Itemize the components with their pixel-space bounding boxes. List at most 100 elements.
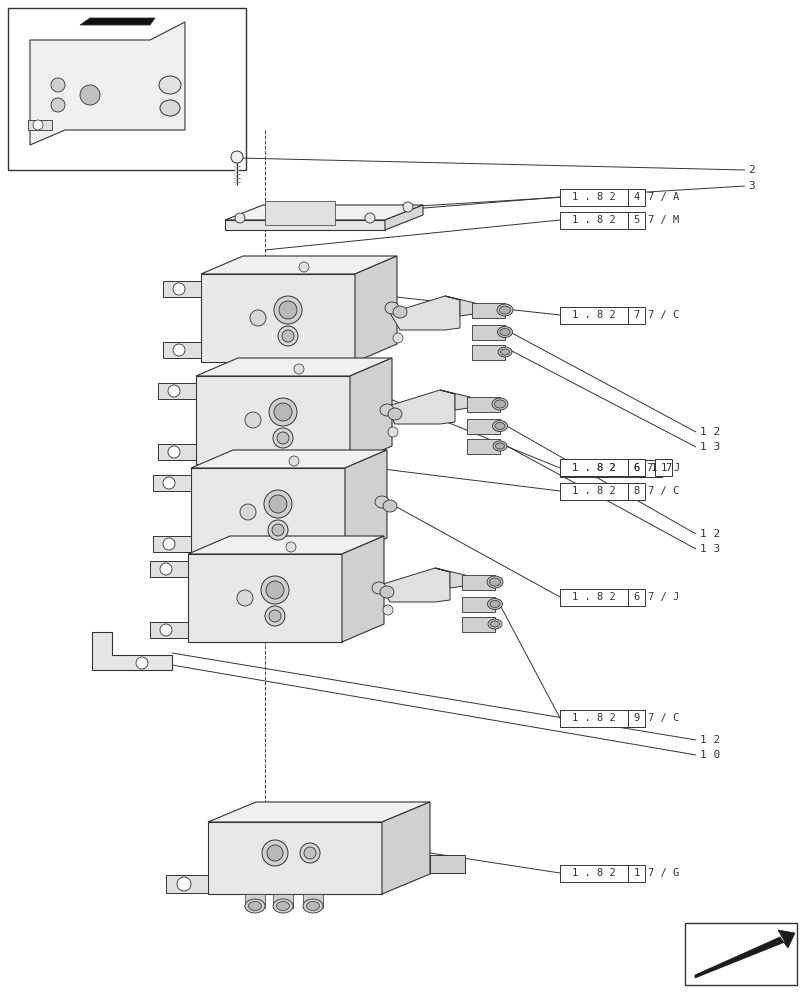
Polygon shape: [384, 205, 423, 230]
Text: 1: 1: [659, 463, 666, 473]
Polygon shape: [341, 536, 384, 642]
Text: 1 0: 1 0: [699, 750, 719, 760]
Polygon shape: [389, 296, 460, 330]
Circle shape: [33, 120, 43, 130]
Ellipse shape: [245, 899, 264, 913]
Bar: [303, 894, 323, 908]
Ellipse shape: [500, 349, 508, 355]
Circle shape: [168, 446, 180, 458]
Polygon shape: [150, 561, 188, 577]
Ellipse shape: [487, 576, 502, 588]
Polygon shape: [191, 468, 345, 556]
Text: 1 2: 1 2: [699, 735, 719, 745]
Circle shape: [51, 98, 65, 112]
Text: 1: 1: [633, 868, 639, 878]
Polygon shape: [384, 390, 454, 424]
Polygon shape: [461, 575, 495, 590]
Polygon shape: [80, 18, 155, 25]
Ellipse shape: [380, 404, 393, 416]
Circle shape: [177, 877, 191, 891]
Circle shape: [163, 477, 175, 489]
Text: 7 / C: 7 / C: [647, 713, 679, 723]
Text: 2: 2: [747, 165, 753, 175]
Bar: [8, 8, 246, 170]
Circle shape: [168, 385, 180, 397]
Bar: [245, 894, 264, 908]
Circle shape: [230, 151, 242, 163]
Ellipse shape: [492, 441, 506, 451]
Circle shape: [272, 524, 284, 536]
Circle shape: [268, 495, 286, 513]
Circle shape: [264, 490, 292, 518]
Ellipse shape: [487, 598, 502, 609]
Ellipse shape: [277, 902, 290, 910]
Circle shape: [237, 590, 253, 606]
Bar: [560, 589, 627, 606]
Polygon shape: [195, 358, 392, 376]
Ellipse shape: [500, 328, 509, 336]
Bar: [627, 459, 644, 476]
Polygon shape: [201, 256, 397, 274]
Circle shape: [245, 412, 260, 428]
Circle shape: [51, 78, 65, 92]
Circle shape: [383, 605, 393, 615]
Bar: [627, 710, 644, 727]
Text: 7 / G: 7 / G: [647, 868, 679, 878]
Polygon shape: [92, 632, 172, 670]
Bar: [627, 307, 644, 324]
Text: 1 . 8 2: 1 . 8 2: [572, 713, 615, 723]
Ellipse shape: [497, 326, 512, 338]
Bar: [627, 189, 644, 206]
Circle shape: [268, 520, 288, 540]
Polygon shape: [150, 622, 188, 638]
Bar: [560, 459, 627, 476]
Polygon shape: [430, 855, 465, 873]
Polygon shape: [201, 274, 354, 362]
Bar: [684, 923, 796, 985]
Circle shape: [272, 428, 293, 448]
Polygon shape: [225, 205, 423, 220]
Polygon shape: [471, 303, 504, 318]
Circle shape: [294, 364, 303, 374]
Text: 1 . 8 2: 1 . 8 2: [572, 592, 615, 602]
Circle shape: [262, 840, 288, 866]
Ellipse shape: [490, 621, 499, 627]
Ellipse shape: [495, 422, 504, 430]
Text: 1 . 8 2: 1 . 8 2: [572, 463, 615, 473]
Polygon shape: [466, 419, 500, 434]
Text: 7 / M: 7 / M: [647, 215, 679, 225]
Circle shape: [160, 624, 172, 636]
Bar: [644, 460, 661, 477]
Polygon shape: [165, 875, 208, 893]
Circle shape: [299, 843, 320, 863]
Circle shape: [260, 576, 289, 604]
Circle shape: [285, 542, 296, 552]
Bar: [560, 710, 627, 727]
Text: J: J: [672, 463, 679, 473]
Polygon shape: [191, 450, 387, 468]
Polygon shape: [188, 536, 384, 554]
Bar: [627, 460, 644, 477]
Text: 7 / C: 7 / C: [647, 486, 679, 496]
Polygon shape: [264, 201, 335, 225]
Polygon shape: [158, 383, 195, 399]
Text: 6: 6: [633, 463, 639, 473]
Polygon shape: [444, 296, 479, 316]
Ellipse shape: [375, 496, 388, 508]
Ellipse shape: [159, 76, 181, 94]
Polygon shape: [345, 450, 387, 556]
Polygon shape: [466, 397, 500, 412]
Bar: [560, 189, 627, 206]
Ellipse shape: [491, 398, 508, 410]
Text: 1 . 8 2: 1 . 8 2: [572, 310, 615, 320]
Text: 3: 3: [747, 181, 753, 191]
Text: 7: 7: [646, 463, 651, 473]
Ellipse shape: [494, 400, 505, 408]
Ellipse shape: [388, 408, 401, 420]
Polygon shape: [381, 802, 430, 894]
Text: 1 3: 1 3: [699, 544, 719, 554]
Text: 1 2: 1 2: [699, 529, 719, 539]
Ellipse shape: [371, 582, 385, 594]
Text: 7 / J: 7 / J: [647, 592, 679, 602]
Bar: [627, 483, 644, 500]
